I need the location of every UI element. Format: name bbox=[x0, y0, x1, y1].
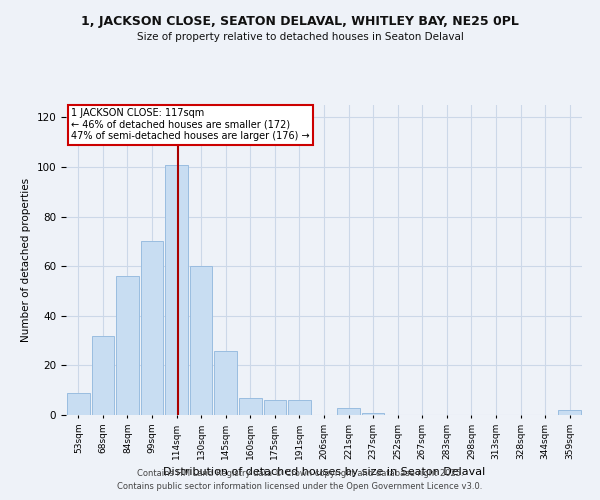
Bar bbox=[559, 410, 581, 415]
Bar bbox=[165, 164, 188, 415]
Bar bbox=[214, 350, 237, 415]
Text: Contains HM Land Registry data © Crown copyright and database right 2025.: Contains HM Land Registry data © Crown c… bbox=[137, 468, 463, 477]
Bar bbox=[337, 408, 360, 415]
Y-axis label: Number of detached properties: Number of detached properties bbox=[21, 178, 31, 342]
Bar bbox=[67, 392, 89, 415]
Bar bbox=[239, 398, 262, 415]
Bar bbox=[190, 266, 212, 415]
Bar bbox=[92, 336, 114, 415]
Bar bbox=[263, 400, 286, 415]
Bar bbox=[288, 400, 311, 415]
Text: 1 JACKSON CLOSE: 117sqm
← 46% of detached houses are smaller (172)
47% of semi-d: 1 JACKSON CLOSE: 117sqm ← 46% of detache… bbox=[71, 108, 310, 142]
Text: 1, JACKSON CLOSE, SEATON DELAVAL, WHITLEY BAY, NE25 0PL: 1, JACKSON CLOSE, SEATON DELAVAL, WHITLE… bbox=[81, 15, 519, 28]
X-axis label: Distribution of detached houses by size in Seaton Delaval: Distribution of detached houses by size … bbox=[163, 468, 485, 477]
Text: Size of property relative to detached houses in Seaton Delaval: Size of property relative to detached ho… bbox=[137, 32, 463, 42]
Text: Contains public sector information licensed under the Open Government Licence v3: Contains public sector information licen… bbox=[118, 482, 482, 491]
Bar bbox=[362, 412, 385, 415]
Bar bbox=[140, 242, 163, 415]
Bar bbox=[116, 276, 139, 415]
